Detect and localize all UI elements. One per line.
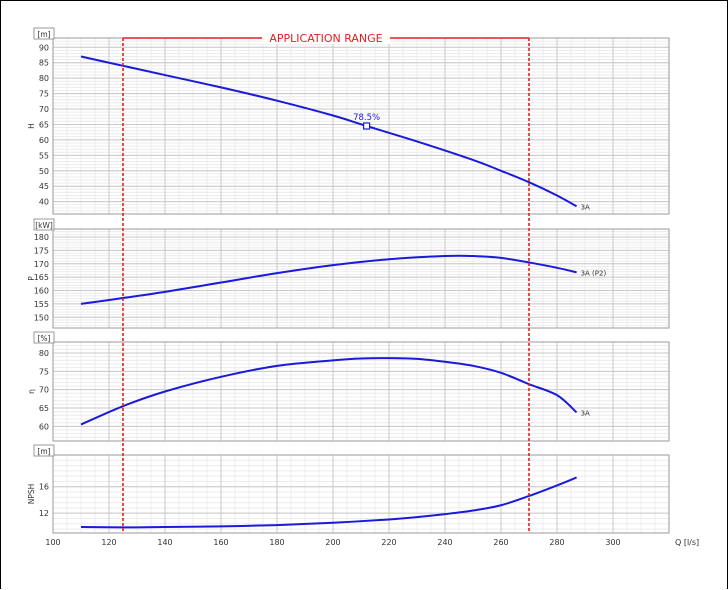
- y-tick-label: 150: [34, 313, 49, 322]
- y-axis-label: η: [27, 389, 36, 394]
- x-tick-label: 180: [269, 538, 284, 547]
- unit-box: [33, 218, 55, 231]
- series-label: 3A: [581, 409, 590, 417]
- unit-text: [%]: [38, 334, 51, 343]
- unit-box: [33, 331, 55, 344]
- y-tick-label: 40: [39, 198, 49, 207]
- curve-power: [80, 254, 577, 305]
- y-tick-label: 45: [39, 182, 49, 191]
- unit-box: [33, 27, 55, 40]
- y-axis-label: H: [27, 123, 36, 129]
- x-tick-label: 300: [605, 538, 620, 547]
- series-label: 3A: [581, 203, 590, 211]
- best-efficiency-marker: [363, 122, 371, 130]
- y-tick-label: 65: [39, 404, 49, 413]
- unit-label: [%]: [33, 331, 55, 344]
- curve-efficiency: [80, 357, 578, 426]
- y-tick-label: 180: [34, 233, 49, 242]
- panel-frame: [52, 228, 670, 329]
- x-axis-label: Q [l/s]: [675, 538, 699, 547]
- unit-label: [m]: [33, 27, 55, 40]
- panel-frame: [52, 341, 670, 442]
- y-tick-label: 60: [39, 422, 49, 431]
- unit-label: [m]: [33, 444, 55, 457]
- y-tick-label: 175: [34, 246, 49, 255]
- x-tick-label: 140: [157, 538, 172, 547]
- panel-npsh: 12 16 [m] NPSH: [27, 444, 670, 534]
- panel-frame: [52, 454, 670, 534]
- y-axis-label: P: [27, 276, 36, 281]
- y-tick-label: 12: [39, 509, 49, 518]
- y-tick-label: 155: [34, 300, 49, 309]
- unit-text: [m]: [37, 30, 50, 39]
- y-tick-label: 60: [39, 136, 49, 145]
- x-tick-label: 200: [325, 538, 340, 547]
- y-tick-label: 75: [39, 367, 49, 376]
- x-tick-label: 100: [45, 538, 60, 547]
- y-tick-label: 16: [39, 483, 49, 492]
- x-tick-label: 220: [381, 538, 396, 547]
- y-tick-label: 80: [39, 74, 49, 83]
- y-tick-label: 170: [34, 260, 49, 269]
- y-tick-label: 80: [39, 349, 49, 358]
- x-tick-label: 120: [101, 538, 116, 547]
- panel-power: 150 155 160 165 170 175 180 [kW] P 3A (P2): [27, 218, 670, 329]
- y-tick-label: 165: [34, 273, 49, 282]
- y-tick-label: 85: [39, 59, 49, 68]
- application-range-label: APPLICATION RANGE: [269, 32, 382, 45]
- y-tick-label: 50: [39, 167, 49, 176]
- series-label: 3A (P2): [581, 269, 607, 277]
- unit-text: [kW]: [35, 221, 53, 230]
- panel-head: 40 45 50 55 60 65 70 75 80 85 90 [m] H 3A: [27, 27, 670, 215]
- curve-npsh: [80, 476, 577, 529]
- unit-text: [m]: [37, 447, 50, 456]
- y-tick-label: 70: [39, 386, 49, 395]
- unit-label: [kW]: [33, 218, 55, 231]
- x-tick-label: 160: [213, 538, 228, 547]
- y-axis-label: NPSH: [27, 484, 36, 505]
- best-efficiency-label: 78.5%: [353, 113, 380, 123]
- x-tick-label: 280: [549, 538, 564, 547]
- unit-box: [33, 444, 55, 457]
- x-tick-label: 260: [493, 538, 508, 547]
- y-tick-label: 160: [34, 287, 49, 296]
- y-tick-label: 65: [39, 120, 49, 129]
- panel-efficiency: 60 65 70 75 80 [%] η 3A: [27, 331, 670, 442]
- y-tick-label: 75: [39, 90, 49, 99]
- y-tick-label: 70: [39, 105, 49, 114]
- application-range-label-bg: [262, 30, 390, 44]
- x-tick-label: 240: [437, 538, 452, 547]
- curve-head: [80, 55, 578, 208]
- y-tick-label: 90: [39, 43, 49, 52]
- y-tick-label: 55: [39, 151, 49, 160]
